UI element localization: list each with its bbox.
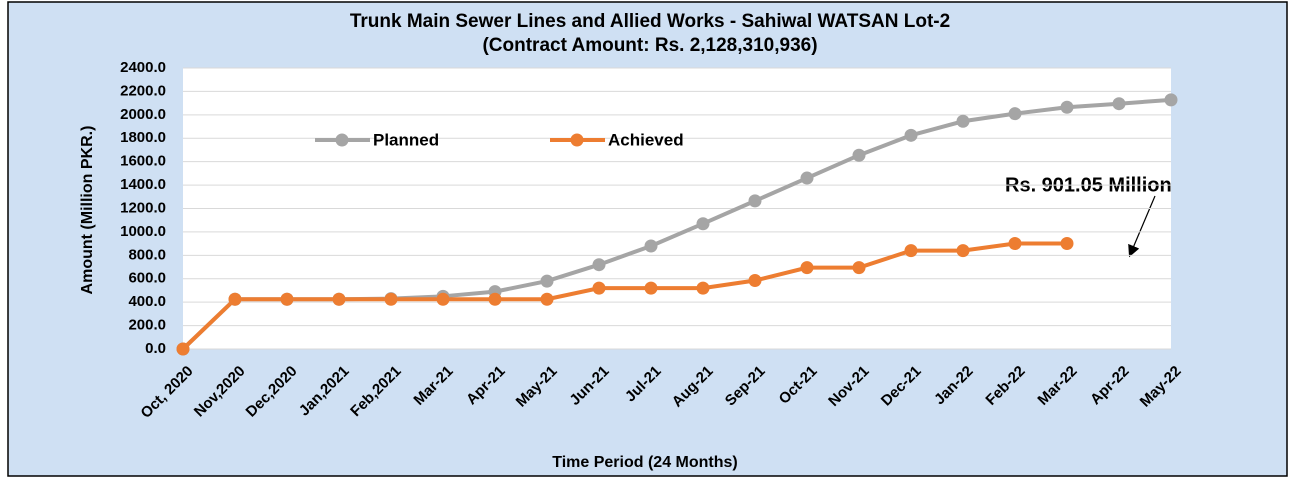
point <box>1164 93 1178 107</box>
point <box>956 114 970 128</box>
point <box>852 148 866 162</box>
legend-label: Achieved <box>608 130 684 149</box>
point <box>540 274 554 288</box>
point <box>488 292 502 306</box>
point <box>228 292 242 306</box>
point <box>1112 97 1126 111</box>
point <box>1060 100 1074 114</box>
y-tick-label: 1800.0 <box>120 129 166 146</box>
point <box>280 292 294 306</box>
point <box>904 244 918 258</box>
point <box>748 194 762 208</box>
point <box>696 217 710 231</box>
point <box>332 292 346 306</box>
y-tick-label: 400.0 <box>128 293 166 310</box>
y-tick-label: 1000.0 <box>120 223 166 240</box>
chart-subtitle: (Contract Amount: Rs. 2,128,310,936) <box>482 35 817 56</box>
point <box>644 281 658 295</box>
point <box>592 281 606 295</box>
point <box>956 244 970 258</box>
point <box>644 239 658 253</box>
y-axis-title: Amount (Million PKR.) <box>79 126 96 295</box>
point <box>436 292 450 306</box>
point <box>800 261 814 275</box>
legend-marker <box>570 133 584 147</box>
point <box>1008 107 1022 121</box>
y-tick-label: 800.0 <box>128 246 166 263</box>
series-line <box>181 241 1067 351</box>
y-tick-label: 1400.0 <box>120 176 166 193</box>
chart-title: Trunk Main Sewer Lines and Allied Works … <box>350 11 950 32</box>
y-tick-label: 2000.0 <box>120 106 166 123</box>
y-tick-label: 200.0 <box>128 317 166 334</box>
x-axis-title: Time Period (24 Months) <box>552 454 738 471</box>
y-tick-label: 2200.0 <box>120 82 166 99</box>
point <box>540 292 554 306</box>
y-tick-label: 0.0 <box>145 340 166 357</box>
y-tick-label: 600.0 <box>128 270 166 287</box>
legend-marker <box>335 133 349 147</box>
point <box>800 171 814 185</box>
point <box>696 281 710 295</box>
point <box>852 261 866 275</box>
point <box>176 342 190 356</box>
annotation-arrow <box>1128 195 1156 258</box>
y-tick-label: 2400.0 <box>120 59 166 76</box>
point <box>592 258 606 272</box>
point <box>904 128 918 142</box>
point <box>1008 237 1022 251</box>
point <box>1060 237 1074 251</box>
point <box>384 292 398 306</box>
legend-label: Planned <box>373 130 439 149</box>
y-tick-label: 1200.0 <box>120 199 166 216</box>
point <box>748 274 762 288</box>
y-tick-label: 1600.0 <box>120 153 166 170</box>
